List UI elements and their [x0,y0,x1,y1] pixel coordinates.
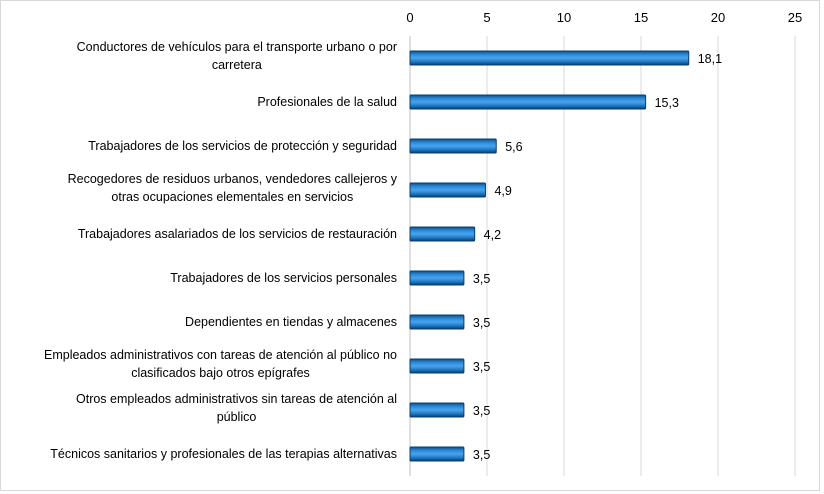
category-label: Trabajadores de los servicios personales [170,271,397,285]
bar [409,138,497,154]
category-label: otras ocupaciones elementales en servici… [111,190,353,204]
data-label: 5,6 [505,140,522,154]
data-label: 3,5 [473,360,490,374]
category-label: Dependientes en tiendas y almacenes [185,315,397,329]
bar [409,358,465,374]
data-label: 3,5 [473,404,490,418]
data-label: 15,3 [655,96,679,110]
category-label: Conductores de vehículos para el transpo… [77,40,397,54]
category-label: Profesionales de la salud [257,95,397,109]
x-tick-label: 5 [483,10,490,25]
data-label: 3,5 [473,448,490,462]
x-tick-label: 25 [788,10,802,25]
y-axis: Conductores de vehículos para el transpo… [44,40,398,461]
bar [409,50,690,66]
category-label: Trabajadores asalariados de los servicio… [78,227,397,241]
category-label: carretera [212,58,262,72]
category-label: público [217,410,257,424]
x-tick-label: 10 [557,10,571,25]
category-label: Trabajadores de los servicios de protecc… [88,139,397,153]
bar [409,182,486,198]
data-label: 4,9 [494,184,511,198]
x-tick-label: 0 [406,10,413,25]
category-label: Empleados administrativos con tareas de … [44,348,397,362]
bar [409,446,465,462]
x-axis: 0 5 10 15 20 25 [406,10,802,25]
bar [409,402,465,418]
data-label: 18,1 [698,52,722,66]
category-label: Recogedores de residuos urbanos, vendedo… [68,172,398,186]
category-label: Otros empleados administrativos sin tare… [76,392,397,406]
bars: 18,1 15,3 5,6 4,9 4,2 3,5 3,5 3,5 3,5 3,5 [409,50,722,462]
x-tick-label: 20 [711,10,725,25]
bar [409,226,476,242]
bar [409,94,647,110]
data-label: 3,5 [473,272,490,286]
data-label: 3,5 [473,316,490,330]
data-label: 4,2 [484,228,501,242]
x-tick-label: 15 [634,10,648,25]
bar [409,314,465,330]
category-label: Técnicos sanitarios y profesionales de l… [50,447,397,461]
bar [409,270,465,286]
category-label: clasificados bajo otros epígrafes [131,366,310,380]
